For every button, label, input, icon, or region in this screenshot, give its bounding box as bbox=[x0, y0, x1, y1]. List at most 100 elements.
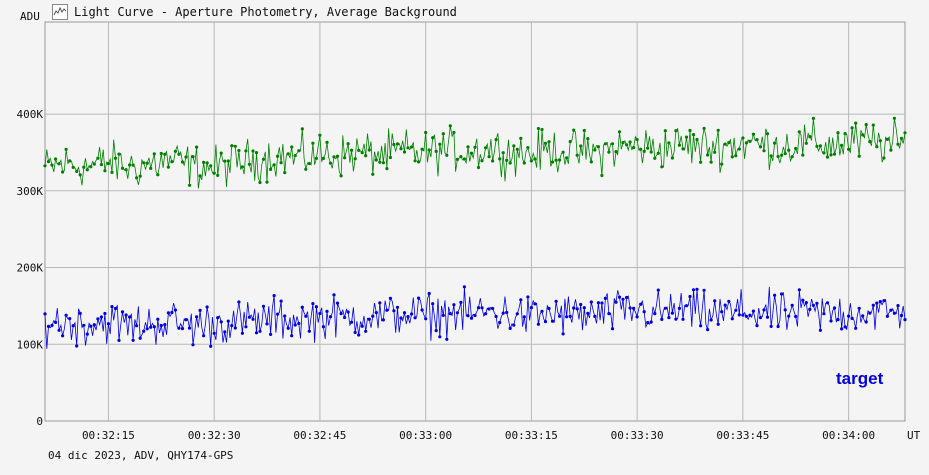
data-point bbox=[462, 157, 466, 161]
data-point bbox=[198, 308, 202, 312]
data-point bbox=[603, 296, 608, 300]
data-point bbox=[410, 145, 414, 149]
data-point bbox=[829, 319, 833, 323]
data-point bbox=[244, 325, 248, 329]
data-point bbox=[854, 121, 858, 125]
data-point bbox=[57, 162, 61, 166]
data-point bbox=[547, 140, 551, 144]
light-curve-icon[interactable] bbox=[52, 4, 68, 20]
data-point bbox=[452, 303, 456, 307]
data-point bbox=[321, 156, 325, 160]
data-point bbox=[512, 144, 516, 148]
data-point bbox=[818, 144, 823, 148]
data-point bbox=[780, 292, 784, 296]
data-point bbox=[318, 133, 322, 137]
data-point bbox=[466, 314, 470, 318]
data-point bbox=[473, 313, 477, 318]
data-point bbox=[307, 329, 311, 333]
data-point bbox=[350, 148, 354, 152]
data-point bbox=[452, 130, 456, 135]
data-point bbox=[882, 299, 886, 303]
data-point bbox=[864, 320, 868, 324]
data-point bbox=[596, 301, 601, 305]
data-point bbox=[469, 151, 474, 155]
data-point bbox=[279, 299, 283, 303]
data-point bbox=[765, 132, 770, 136]
data-point bbox=[751, 309, 756, 313]
data-point bbox=[346, 142, 350, 146]
x-tick-label: 00:33:30 bbox=[611, 429, 664, 442]
x-tick-label: 00:32:45 bbox=[293, 429, 346, 442]
data-point bbox=[138, 174, 142, 178]
data-point bbox=[392, 309, 396, 313]
data-point bbox=[832, 152, 837, 156]
data-point bbox=[892, 116, 897, 120]
data-point bbox=[730, 155, 734, 159]
data-point bbox=[765, 315, 770, 319]
data-point bbox=[406, 315, 410, 319]
data-point bbox=[413, 316, 417, 320]
data-point bbox=[840, 143, 844, 147]
data-point bbox=[572, 128, 576, 132]
x-tick-label: 00:32:30 bbox=[188, 429, 241, 442]
data-point bbox=[258, 329, 262, 333]
data-point bbox=[212, 331, 216, 335]
data-point bbox=[85, 332, 89, 336]
data-point bbox=[804, 301, 808, 305]
data-point bbox=[261, 157, 266, 161]
data-point bbox=[202, 160, 206, 164]
data-point bbox=[854, 326, 858, 330]
data-point bbox=[89, 324, 93, 328]
data-point bbox=[875, 301, 879, 305]
data-point bbox=[300, 305, 304, 309]
data-point bbox=[723, 303, 727, 307]
data-point bbox=[709, 318, 713, 322]
data-point bbox=[508, 326, 512, 330]
data-point bbox=[639, 147, 643, 151]
data-point bbox=[522, 161, 526, 165]
data-point bbox=[878, 300, 882, 304]
data-point bbox=[212, 171, 216, 175]
data-point bbox=[480, 159, 484, 163]
data-point bbox=[385, 308, 389, 312]
data-point bbox=[399, 316, 403, 320]
data-point bbox=[434, 149, 438, 153]
data-point bbox=[787, 314, 791, 318]
data-point bbox=[290, 145, 294, 149]
data-point bbox=[741, 136, 745, 140]
data-point bbox=[737, 313, 741, 317]
data-point bbox=[744, 314, 749, 318]
data-point bbox=[103, 169, 107, 173]
data-point bbox=[607, 150, 611, 154]
data-point bbox=[484, 146, 488, 150]
data-point bbox=[903, 131, 907, 135]
data-point bbox=[96, 156, 100, 160]
data-point bbox=[71, 324, 75, 328]
data-point bbox=[209, 344, 213, 348]
data-point bbox=[68, 317, 72, 321]
data-point bbox=[762, 308, 766, 312]
data-point bbox=[565, 315, 569, 319]
data-point bbox=[871, 123, 875, 127]
data-point bbox=[406, 146, 410, 150]
data-point bbox=[247, 315, 251, 319]
data-point bbox=[741, 313, 745, 317]
data-point bbox=[589, 300, 593, 304]
data-point bbox=[688, 294, 692, 299]
data-point bbox=[462, 285, 466, 289]
data-point bbox=[790, 155, 794, 159]
data-point bbox=[642, 310, 646, 314]
data-point bbox=[276, 154, 280, 158]
data-point bbox=[586, 137, 590, 141]
data-point bbox=[177, 326, 181, 330]
data-point bbox=[152, 325, 156, 329]
data-point bbox=[529, 159, 534, 163]
data-point bbox=[702, 288, 706, 292]
data-point bbox=[734, 308, 738, 312]
data-point bbox=[99, 315, 103, 319]
y-tick-label: 100K bbox=[17, 338, 44, 351]
data-point bbox=[526, 146, 530, 150]
data-point bbox=[699, 324, 703, 328]
data-point bbox=[360, 324, 364, 328]
data-point bbox=[751, 132, 756, 136]
